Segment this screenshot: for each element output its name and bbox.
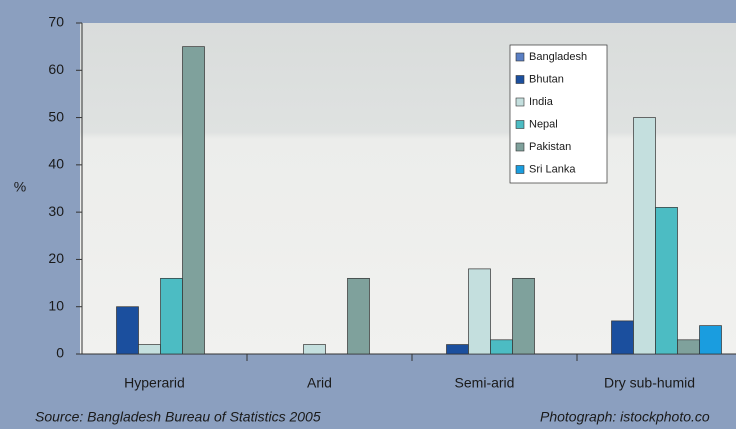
legend-label: Sri Lanka (529, 163, 576, 175)
bar (347, 277, 370, 355)
bar (611, 320, 634, 355)
bar (468, 268, 491, 355)
bar (677, 339, 700, 355)
x-tick-label: Arid (307, 375, 332, 391)
x-tick-label: Dry sub-humid (604, 375, 695, 391)
bar (655, 207, 678, 355)
y-tick-label: 30 (48, 203, 64, 219)
credit: Photograph: istockphoto.co (540, 409, 710, 425)
legend-swatch (515, 75, 525, 84)
y-axis-label: % (14, 179, 26, 195)
legend-label: India (529, 96, 554, 108)
bar (138, 344, 161, 355)
y-tick-label: 70 (48, 14, 64, 30)
bar (160, 277, 183, 355)
bar (512, 277, 535, 355)
bar (182, 46, 205, 355)
bar (699, 325, 722, 355)
legend-label: Pakistan (529, 141, 571, 153)
y-tick-label: 40 (48, 156, 64, 172)
bar (490, 339, 513, 355)
legend-label: Bangladesh (529, 51, 587, 63)
legend-swatch (515, 52, 525, 62)
x-tick-label: Semi-arid (455, 375, 515, 391)
legend-swatch (515, 165, 525, 174)
bar (446, 344, 469, 355)
y-tick-label: 10 (48, 297, 64, 313)
y-tick-label: 0 (56, 345, 64, 361)
legend-label: Bhutan (529, 73, 564, 85)
source: Source: Bangladesh Bureau of Statistics … (35, 409, 321, 425)
bar (116, 306, 139, 355)
legend-swatch (515, 142, 525, 152)
y-tick-label: 50 (48, 108, 64, 124)
y-tick-label: 60 (48, 61, 64, 77)
bar (303, 344, 326, 355)
legend-box (509, 44, 608, 184)
x-tick-label: Hyperarid (124, 375, 185, 391)
y-tick-label: 20 (48, 250, 64, 266)
legend-swatch (515, 97, 525, 107)
legend: Bangladesh Bhutan India Nepal Pakistan Sri La… (509, 44, 608, 184)
bar (633, 117, 656, 355)
legend-swatch (515, 120, 525, 129)
legend-label: Nepal (529, 118, 558, 130)
